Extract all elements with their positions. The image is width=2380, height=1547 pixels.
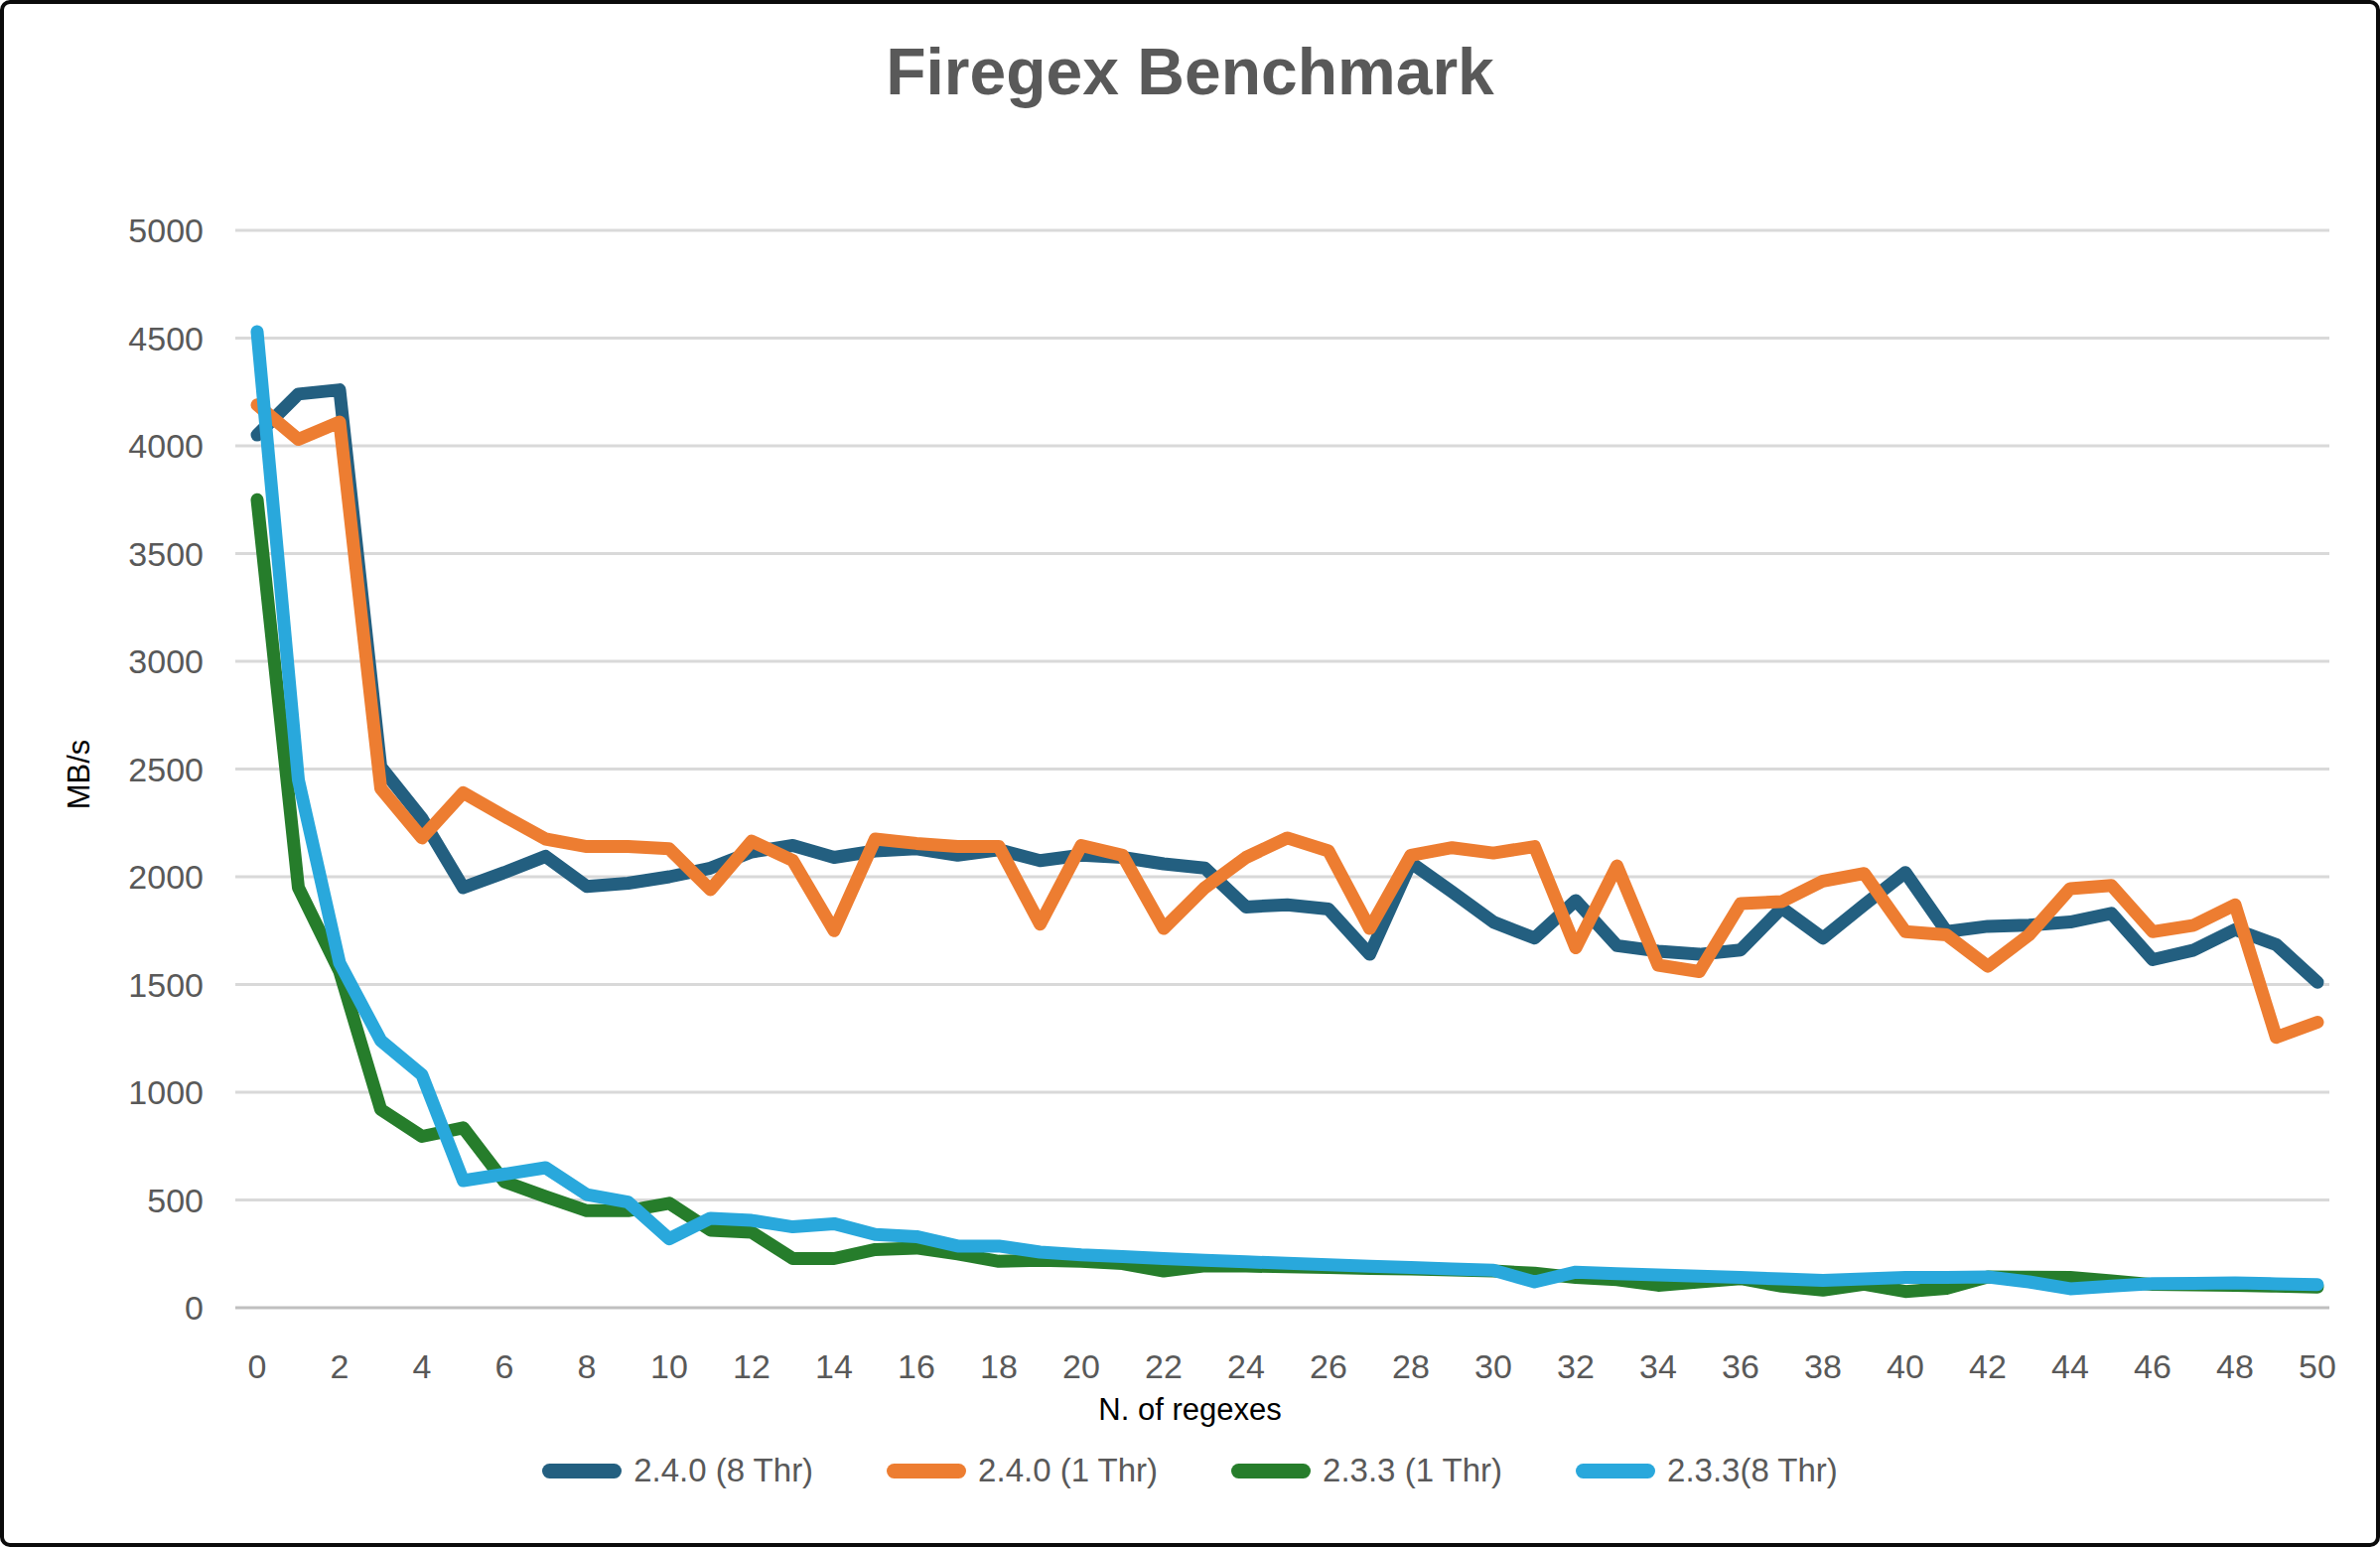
legend-item-240-8thr: 2.4.0 (8 Thr) (542, 1452, 813, 1489)
x-tick-label: 26 (1310, 1347, 1347, 1385)
legend-label-240-1thr: 2.4.0 (1 Thr) (978, 1452, 1158, 1489)
x-tick-label: 8 (578, 1347, 597, 1385)
legend-swatch-233-8thr (1576, 1464, 1655, 1478)
x-tick-label: 4 (413, 1347, 432, 1385)
y-tick-label: 2500 (128, 751, 204, 788)
x-tick-label: 34 (1639, 1347, 1677, 1385)
x-tick-label: 32 (1557, 1347, 1595, 1385)
x-tick-label: 28 (1392, 1347, 1430, 1385)
x-tick-label: 24 (1227, 1347, 1265, 1385)
x-tick-label: 6 (495, 1347, 514, 1385)
x-tick-label: 16 (898, 1347, 935, 1385)
x-tick-label: 0 (248, 1347, 267, 1385)
legend-item-233-8thr: 2.3.3(8 Thr) (1576, 1452, 1838, 1489)
y-tick-label: 1000 (128, 1073, 204, 1111)
x-tick-label: 42 (1969, 1347, 2007, 1385)
x-tick-label: 36 (1722, 1347, 1759, 1385)
x-tick-label: 2 (331, 1347, 350, 1385)
y-tick-label: 4000 (128, 427, 204, 465)
legend: 2.4.0 (8 Thr) 2.4.0 (1 Thr) 2.3.3 (1 Thr… (0, 1452, 2380, 1489)
chart-title: Firegex Benchmark (0, 34, 2380, 109)
legend-item-240-1thr: 2.4.0 (1 Thr) (887, 1452, 1158, 1489)
legend-swatch-233-1thr (1231, 1464, 1311, 1478)
x-tick-label: 22 (1145, 1347, 1183, 1385)
y-tick-label: 4500 (128, 320, 204, 357)
x-axis-title: N. of regexes (0, 1392, 2380, 1428)
legend-label-233-1thr: 2.3.3 (1 Thr) (1323, 1452, 1502, 1489)
x-tick-label: 38 (1804, 1347, 1842, 1385)
x-tick-label: 30 (1474, 1347, 1512, 1385)
series-line-2-3-3-1-thr- (257, 499, 2317, 1291)
y-tick-label: 3000 (128, 642, 204, 680)
legend-swatch-240-8thr (542, 1464, 622, 1478)
y-tick-label: 2000 (128, 858, 204, 896)
y-tick-label: 3500 (128, 535, 204, 573)
y-tick-label: 500 (147, 1182, 204, 1219)
chart-canvas: 0500100015002000250030003500400045005000… (0, 0, 2380, 1547)
legend-label-240-8thr: 2.4.0 (8 Thr) (633, 1452, 813, 1489)
x-tick-label: 14 (815, 1347, 853, 1385)
x-tick-label: 40 (1887, 1347, 1924, 1385)
x-tick-label: 20 (1062, 1347, 1100, 1385)
legend-label-233-8thr: 2.3.3(8 Thr) (1667, 1452, 1838, 1489)
x-tick-label: 18 (980, 1347, 1018, 1385)
series-line-2-4-0-8-thr- (257, 390, 2317, 983)
x-tick-label: 12 (733, 1347, 770, 1385)
y-tick-label: 5000 (128, 211, 204, 249)
legend-item-233-1thr: 2.3.3 (1 Thr) (1231, 1452, 1502, 1489)
series-line-2-4-0-1-thr- (257, 405, 2317, 1038)
x-tick-label: 44 (2051, 1347, 2089, 1385)
y-axis-title: MB/s (62, 685, 97, 864)
legend-swatch-240-1thr (887, 1464, 966, 1478)
x-tick-label: 48 (2216, 1347, 2254, 1385)
x-tick-label: 50 (2299, 1347, 2336, 1385)
y-tick-label: 1500 (128, 966, 204, 1004)
series-line-2-3-3-8-thr- (257, 332, 2317, 1289)
x-tick-label: 46 (2134, 1347, 2171, 1385)
y-tick-label: 0 (185, 1289, 204, 1327)
x-tick-label: 10 (650, 1347, 688, 1385)
